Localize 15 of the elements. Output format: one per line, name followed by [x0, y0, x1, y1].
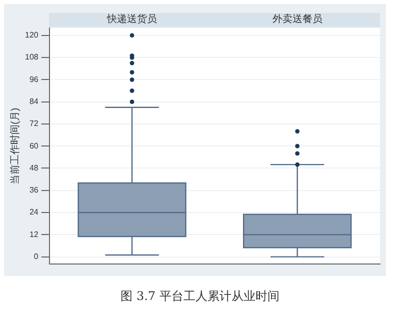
- y-tick-label: 120: [24, 30, 39, 40]
- y-tick-label: 36: [29, 186, 39, 195]
- y-tick-label: 60: [29, 141, 39, 150]
- caption: 图 3.7 平台工人累计从业时间: [120, 288, 280, 305]
- x-tick-label: 快递送货员: [106, 12, 158, 25]
- x-tick-label: 外卖送餐员: [272, 12, 322, 25]
- y-tick-label: 108: [24, 52, 39, 62]
- y-tick-label: 24: [29, 208, 39, 217]
- y-axis-title: 当前工作时间(月): [8, 108, 21, 184]
- y-tick-label: 96: [29, 74, 39, 84]
- y-tick-label: 84: [29, 97, 39, 106]
- y-tick-label: 0: [34, 252, 39, 262]
- y-tick-label: 72: [29, 119, 39, 128]
- y-tick-label: 12: [29, 230, 39, 239]
- y-tick-label: 48: [29, 163, 39, 172]
